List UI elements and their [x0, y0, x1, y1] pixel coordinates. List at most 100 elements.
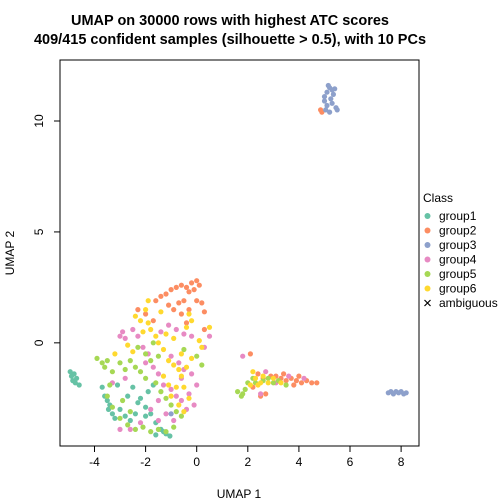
group6-point	[143, 307, 149, 313]
group3-point	[328, 96, 334, 102]
group4-point	[150, 364, 156, 370]
group4-point	[176, 360, 182, 366]
group2-point	[181, 298, 187, 304]
group2-point	[298, 380, 305, 386]
group2-point	[189, 280, 195, 286]
group1-point	[105, 406, 112, 412]
group5-point	[155, 353, 161, 359]
legend-title: Class	[423, 191, 453, 205]
group6-point	[178, 351, 184, 357]
group5-point	[194, 353, 200, 359]
group2-point	[191, 287, 197, 293]
group2-point	[143, 311, 149, 317]
group6-point	[166, 382, 172, 388]
group6-point	[145, 298, 151, 304]
group3-point	[330, 91, 336, 97]
group4-point	[130, 326, 136, 333]
group6-point	[163, 331, 169, 337]
x-axis-label: UMAP 1	[217, 487, 262, 501]
legend-label-group4: group4	[439, 253, 477, 267]
group6-point	[137, 318, 144, 324]
legend-marker-ambiguous	[424, 299, 431, 307]
group5-point	[155, 426, 161, 432]
group1-point	[130, 384, 136, 390]
group4-point	[189, 371, 195, 377]
legend: Class group1group2group3group4group5grou…	[423, 191, 498, 310]
group6-point	[186, 311, 192, 317]
group2-point	[150, 318, 156, 324]
group1-point	[125, 393, 131, 399]
group1-point	[127, 417, 133, 424]
group1-point	[76, 382, 82, 388]
group4-point	[263, 369, 269, 375]
group4-point	[286, 373, 292, 379]
group4-point	[155, 417, 161, 424]
group6-point	[176, 402, 182, 408]
x-tick-label: 4	[296, 455, 303, 469]
group2-point	[255, 371, 261, 377]
group5-point	[132, 364, 138, 370]
group1-point	[72, 380, 78, 386]
x-tick-label: 2	[244, 455, 251, 469]
group6-point	[166, 358, 172, 364]
group4-point	[173, 393, 179, 399]
group5-point	[143, 351, 149, 357]
group3-point	[325, 82, 331, 89]
group2-point	[247, 351, 253, 357]
group6-point	[178, 373, 184, 379]
group6-point	[148, 326, 154, 333]
group4-point	[163, 411, 169, 417]
group5-point	[120, 397, 126, 404]
group5-point	[109, 369, 115, 375]
group5-point	[102, 364, 108, 370]
group1-point	[153, 432, 159, 438]
y-axis: 0 5 10	[32, 114, 61, 346]
group6-point	[189, 318, 195, 324]
group3-point	[168, 411, 174, 417]
group6-point	[183, 364, 190, 370]
group6-point	[160, 346, 167, 353]
group5-point	[143, 375, 149, 381]
group4-point	[117, 426, 123, 432]
group6-point	[183, 324, 190, 330]
group2-point	[176, 300, 182, 306]
group1-point	[132, 411, 138, 417]
group2-point	[178, 311, 184, 317]
group5-point	[163, 395, 169, 401]
group2-point	[166, 302, 172, 308]
legend-label-group5: group5	[439, 267, 477, 281]
group3-point	[324, 89, 330, 95]
group3-point	[323, 107, 329, 113]
group5-point	[137, 369, 144, 375]
group5-point	[270, 380, 276, 386]
group6-point	[206, 324, 213, 330]
group4-point	[186, 391, 192, 397]
group2-point	[171, 307, 177, 313]
group6-point	[158, 309, 164, 315]
group2-point	[194, 278, 200, 284]
y-tick-label: 10	[32, 114, 46, 128]
group4-point	[160, 382, 167, 388]
group2-point	[183, 320, 190, 326]
group5-point	[99, 360, 105, 366]
group1-point	[104, 397, 110, 404]
group1-point	[137, 395, 144, 401]
group6-point	[247, 382, 253, 388]
group1-point	[148, 411, 154, 417]
group1-point	[143, 413, 149, 419]
group2-point	[173, 284, 179, 290]
group5-point	[171, 424, 177, 430]
group4-point	[194, 382, 200, 388]
group5-point	[107, 382, 113, 388]
group6-point	[125, 342, 131, 348]
group1-point	[112, 415, 118, 421]
group5-point	[122, 366, 128, 373]
y-tick-label: 5	[32, 228, 46, 235]
group6-point	[171, 335, 177, 341]
group2-point	[201, 326, 207, 333]
group6-point	[265, 380, 271, 386]
group1-point	[99, 384, 105, 390]
group3-point	[403, 390, 409, 396]
legend-label-group3: group3	[439, 238, 477, 252]
